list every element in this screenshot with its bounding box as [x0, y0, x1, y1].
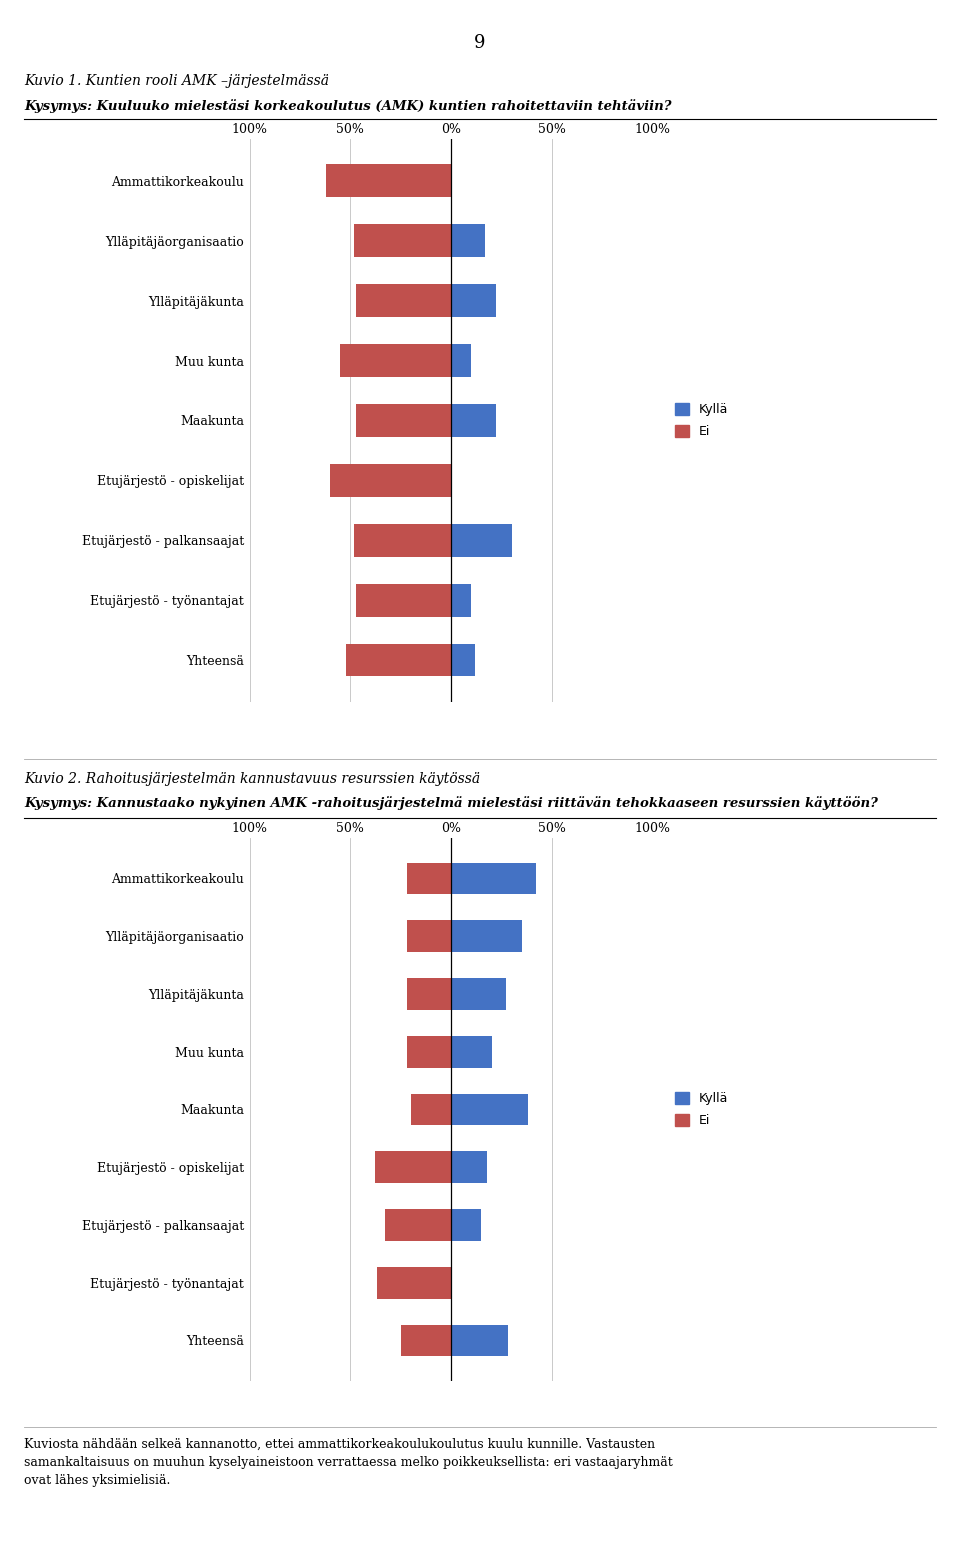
Bar [451, 344, 471, 376]
Bar [451, 523, 512, 557]
Bar [451, 643, 475, 676]
Bar [451, 863, 536, 895]
Bar [451, 224, 486, 258]
Bar [385, 1210, 451, 1241]
Bar [407, 1035, 451, 1068]
Bar [356, 284, 451, 318]
Bar [451, 284, 495, 318]
Bar [451, 1210, 482, 1241]
Bar [374, 1151, 451, 1183]
Bar [347, 643, 451, 676]
Bar [376, 1267, 451, 1299]
Bar [354, 224, 451, 258]
Bar [451, 978, 506, 1009]
Bar [451, 1035, 492, 1068]
Text: 9: 9 [474, 34, 486, 52]
Text: Kysymys: Kannustaako nykyinen AMK -rahoitusjärjestelmä mielestäsi riittävän teho: Kysymys: Kannustaako nykyinen AMK -rahoi… [24, 796, 877, 810]
Bar [407, 920, 451, 952]
Bar [451, 404, 495, 437]
Bar [411, 1094, 451, 1125]
Bar [341, 344, 451, 376]
Bar [451, 583, 471, 617]
Bar [407, 863, 451, 895]
Bar [407, 978, 451, 1009]
Bar [356, 583, 451, 617]
Bar [451, 1324, 508, 1356]
Legend: Kyllä, Ei: Kyllä, Ei [675, 1092, 729, 1126]
Bar [451, 1094, 528, 1125]
Text: Kysymys: Kuuluuko mielestäsi korkeakoulutus (AMK) kuntien rahoitettaviin tehtävi: Kysymys: Kuuluuko mielestäsi korkeakoulu… [24, 99, 671, 113]
Bar [354, 523, 451, 557]
Text: Kuvio 1. Kuntien rooli AMK –järjestelmässä: Kuvio 1. Kuntien rooli AMK –järjestelmäs… [24, 74, 329, 88]
Bar [451, 1151, 488, 1183]
Bar [356, 404, 451, 437]
Bar [330, 464, 451, 497]
Bar [326, 165, 451, 198]
Bar [451, 920, 522, 952]
Text: Kuvio 2. Rahoitusjärjestelmän kannustavuus resurssien käytössä: Kuvio 2. Rahoitusjärjestelmän kannustavu… [24, 772, 480, 785]
Legend: Kyllä, Ei: Kyllä, Ei [675, 403, 729, 438]
Text: Kuviosta nähdään selkeä kannanotto, ettei ammattikorkeakoulukoulutus kuulu kunni: Kuviosta nähdään selkeä kannanotto, ette… [24, 1438, 673, 1487]
Bar [401, 1324, 451, 1356]
